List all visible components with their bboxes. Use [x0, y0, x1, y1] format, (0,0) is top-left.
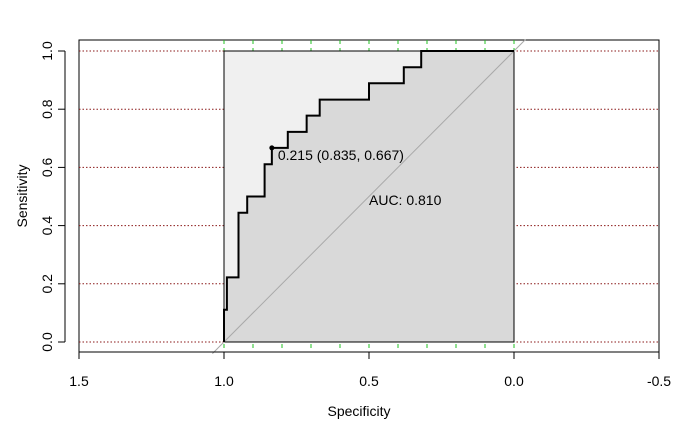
- best-threshold-point: [269, 145, 275, 151]
- y-tick-label: 1.0: [39, 41, 55, 61]
- y-tick-label: 0.2: [39, 274, 55, 294]
- x-tick-label: 0.0: [504, 373, 524, 389]
- x-axis-title: Specificity: [327, 403, 390, 419]
- x-tick-label: 1.0: [214, 373, 234, 389]
- best-threshold-label: 0.215 (0.835, 0.667): [278, 147, 404, 163]
- x-tick-label: 1.5: [69, 373, 89, 389]
- y-axis-title: Sensitivity: [14, 164, 30, 227]
- roc-square-border: [223, 50, 515, 343]
- diagonal-line: [212, 39, 526, 354]
- x-tick-label: -0.5: [647, 373, 671, 389]
- roc-curve: [223, 50, 514, 342]
- y-tick-label: 0.4: [39, 216, 55, 236]
- y-tick-label: 0.8: [39, 99, 55, 119]
- auc-label: AUC: 0.810: [369, 192, 442, 208]
- x-tick-label: 0.5: [359, 373, 379, 389]
- y-tick-label: 0.6: [39, 157, 55, 177]
- y-tick-label: 0.0: [39, 332, 55, 352]
